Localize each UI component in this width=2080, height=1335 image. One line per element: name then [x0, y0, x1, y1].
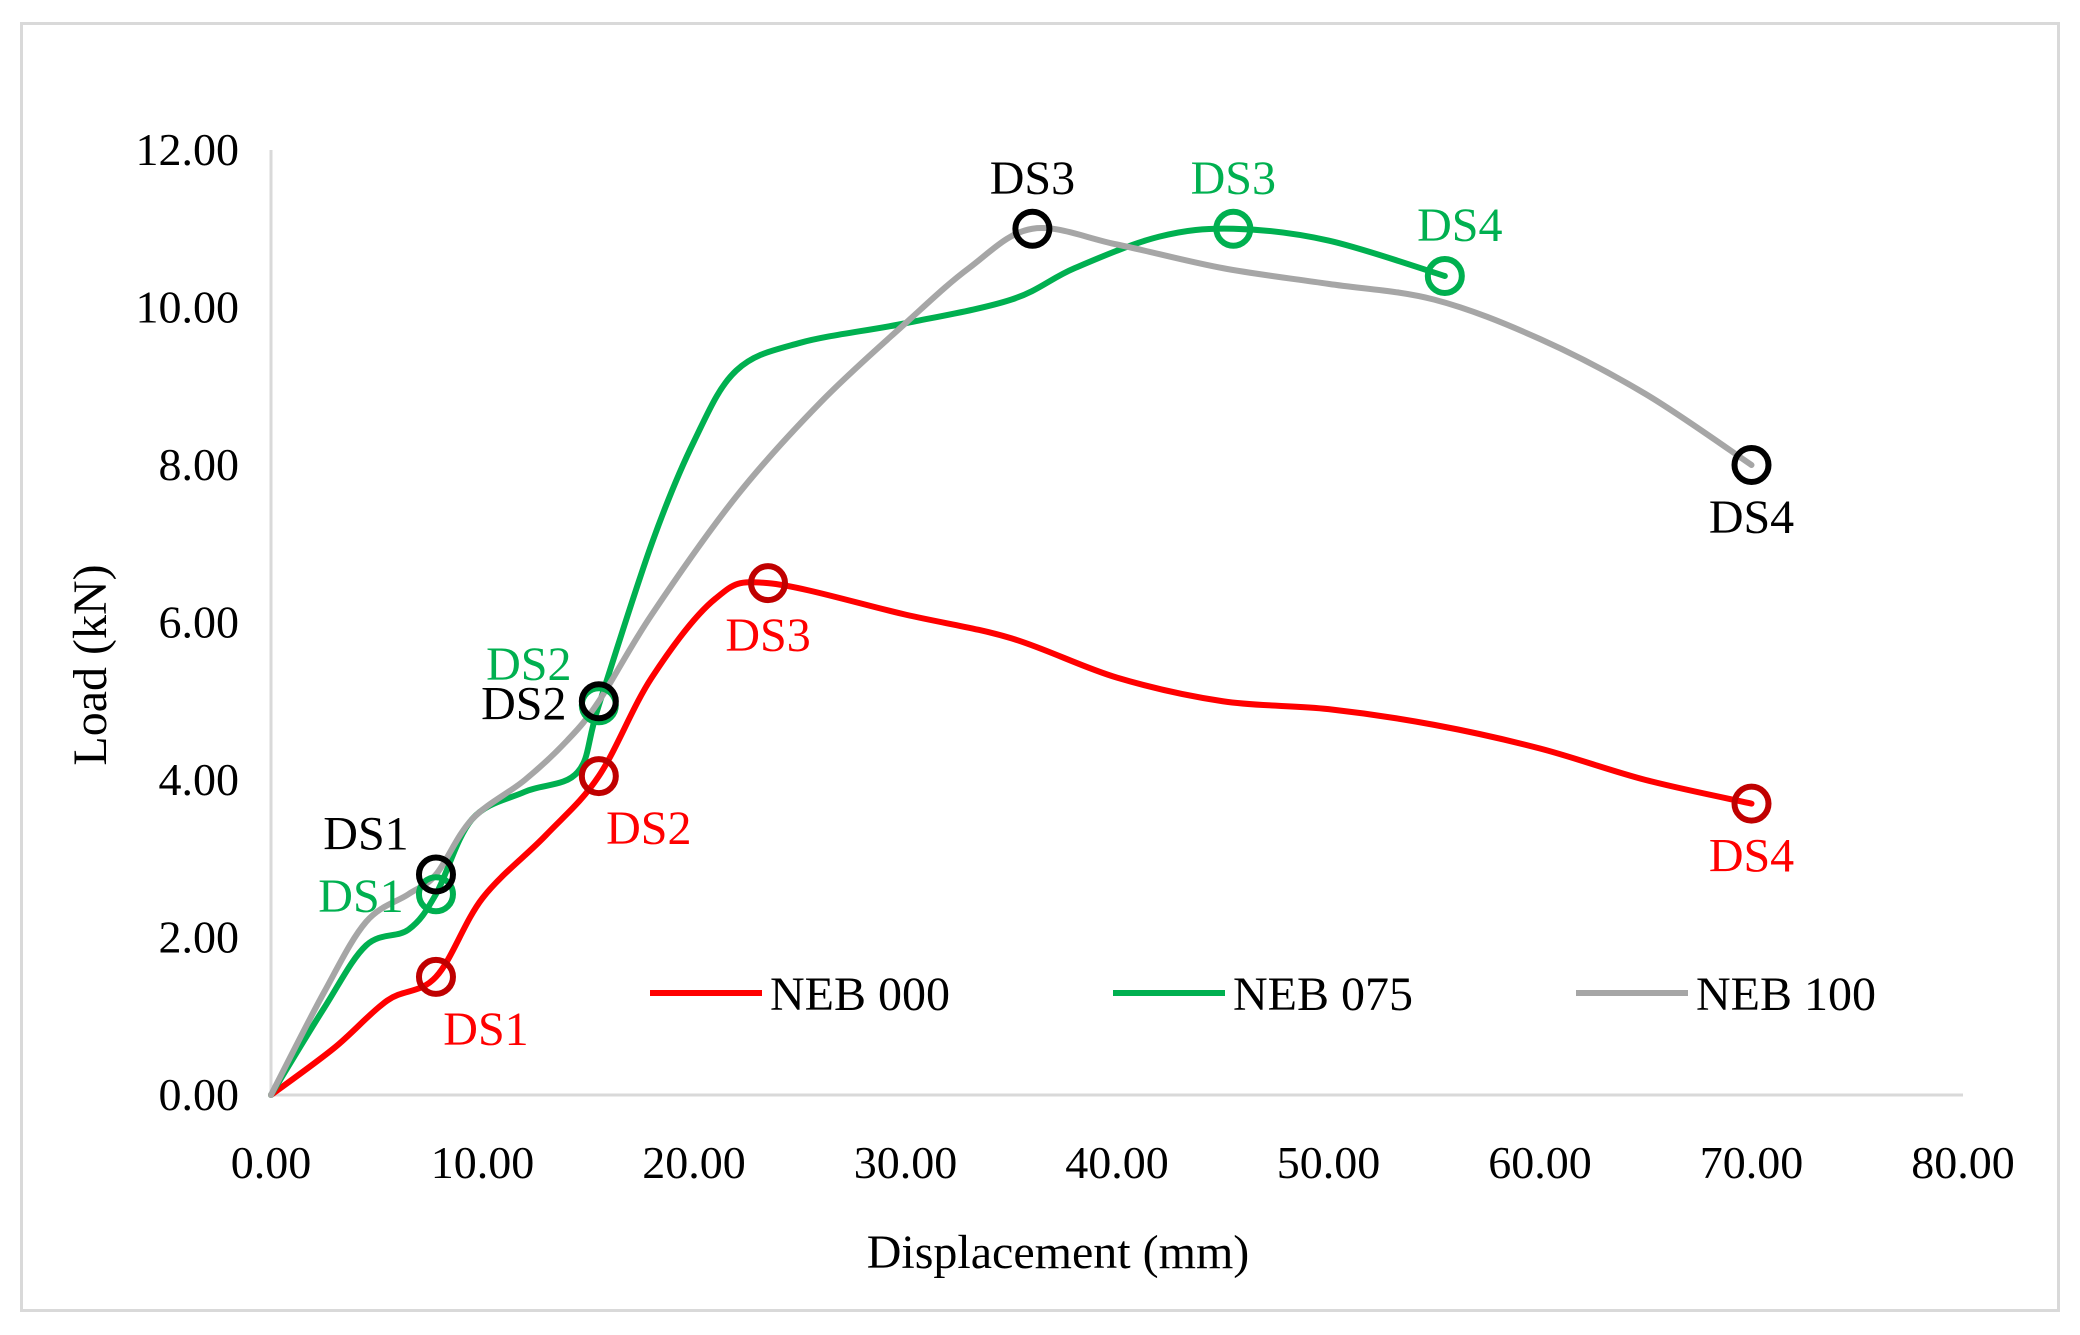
label-neb-100-ds4: DS4 — [1709, 491, 1794, 544]
x-tick-label: 0.00 — [231, 1137, 312, 1188]
label-neb-100-ds3: DS3 — [990, 152, 1075, 205]
y-tick-label: 6.00 — [159, 597, 240, 648]
y-tick-label: 0.00 — [159, 1069, 240, 1120]
axes — [269, 150, 1963, 1097]
label-neb-100-ds1: DS1 — [323, 808, 408, 861]
damage-state-markers: DS1 DS2 DS3 DS4 DS1 DS2 DS3 DS4 DS1 DS2 DS3 DS4 — [318, 152, 1794, 1056]
x-axis-title: Displacement (mm) — [867, 1226, 1250, 1279]
x-tick-label: 40.00 — [1065, 1137, 1169, 1188]
y-tick-label: 8.00 — [159, 439, 240, 490]
x-tick-label: 30.00 — [854, 1137, 958, 1188]
label-neb-100-ds2: DS2 — [481, 677, 566, 730]
marker-neb-000-ds1 — [415, 956, 456, 997]
x-tick-label: 60.00 — [1488, 1137, 1592, 1188]
label-neb-000-ds2: DS2 — [606, 802, 691, 855]
legend: NEB 000 NEB 075 NEB 100 — [650, 968, 1876, 1021]
x-tick-label: 70.00 — [1700, 1137, 1804, 1188]
x-tick-label: 50.00 — [1277, 1137, 1381, 1188]
label-neb-000-ds3: DS3 — [725, 609, 810, 662]
legend-label-neb-100: NEB 100 — [1696, 968, 1876, 1021]
marker-neb-000-ds2 — [578, 756, 619, 797]
y-axis-title: Load (kN) — [64, 564, 117, 765]
marker-neb-100-ds4 — [1731, 445, 1772, 485]
label-neb-075-ds3: DS3 — [1191, 152, 1276, 205]
label-neb-000-ds1: DS1 — [443, 1003, 528, 1056]
tick-labels: 0.00 10.00 20.00 30.00 40.00 50.00 60.00 70.00 8… — [136, 124, 2015, 1188]
x-tick-label: 80.00 — [1911, 1137, 2015, 1188]
x-tick-label: 10.00 — [431, 1137, 535, 1188]
marker-neb-100-ds2 — [578, 681, 619, 722]
x-tick-label: 20.00 — [642, 1137, 746, 1188]
marker-neb-075-ds1 — [415, 874, 456, 915]
series-line-neb-000 — [268, 579, 1755, 1098]
marker-neb-100-ds1 — [415, 854, 456, 895]
y-tick-label: 4.00 — [159, 754, 240, 805]
label-neb-075-ds4: DS4 — [1417, 199, 1502, 252]
chart-frame: 0.00 10.00 20.00 30.00 40.00 50.00 60.00 70.00 8… — [20, 22, 2060, 1312]
marker-neb-000-ds4 — [1731, 783, 1772, 824]
series-line-neb-075 — [268, 225, 1448, 1098]
legend-label-neb-075: NEB 075 — [1233, 968, 1413, 1021]
load-displacement-chart: 0.00 10.00 20.00 30.00 40.00 50.00 60.00 70.00 8… — [64, 124, 2015, 1279]
label-neb-000-ds4: DS4 — [1709, 830, 1794, 883]
y-tick-label: 2.00 — [159, 912, 240, 963]
marker-neb-000-ds3 — [748, 563, 789, 604]
marker-neb-075-ds4 — [1424, 256, 1465, 296]
label-neb-075-ds1: DS1 — [318, 870, 403, 923]
y-tick-label: 12.00 — [136, 124, 240, 175]
marker-neb-100-ds3 — [1012, 208, 1053, 249]
marker-neb-075-ds3 — [1213, 208, 1254, 249]
label-neb-075-ds2: DS2 — [486, 638, 571, 691]
legend-label-neb-000: NEB 000 — [770, 968, 950, 1021]
y-tick-label: 10.00 — [136, 282, 240, 333]
